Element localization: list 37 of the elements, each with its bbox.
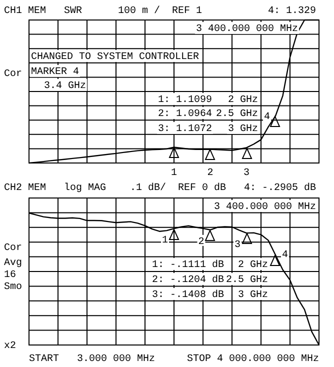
text: Smo <box>4 282 22 293</box>
text: 16 <box>4 270 16 281</box>
annotation: 2 <box>207 168 214 179</box>
annotation: 4 <box>282 250 288 261</box>
annotation: 3: 1.1072 <box>158 124 212 135</box>
text: Avg <box>4 258 22 269</box>
text: Cor <box>4 69 22 80</box>
annotation: 3.4 GHz <box>44 81 86 92</box>
text: 4: -.2905 dB <box>244 182 316 194</box>
annotation: 3: -.1408 dB <box>152 289 224 301</box>
annotation: 3 GHz <box>228 124 258 135</box>
annotation: 2: 1.0964 <box>158 109 212 120</box>
annotation: 2.5 GHz <box>216 109 258 120</box>
annotation: 2: -.1204 dB <box>152 274 224 286</box>
annotation: 2 GHz <box>228 95 258 106</box>
text: 4: 1.329 <box>268 6 316 17</box>
annotation: 1 <box>170 168 178 179</box>
annotation: 1 <box>162 236 168 247</box>
annotation: 3 <box>234 240 241 252</box>
annotation: 3 GHz <box>238 290 268 301</box>
chart-title: CH1 MEM SWR 100 m / REF 1 <box>4 5 202 17</box>
annotation: CHANGED TO SYSTEM CONTROLLER <box>31 52 200 63</box>
annotation: 3 400.000 000 MHz <box>214 202 316 213</box>
annotation: 2 GHz <box>238 260 268 271</box>
annotation: 1: -.1111 dB <box>152 259 224 271</box>
annotation: 2 <box>198 236 204 248</box>
annotation: 1: 1.1099 <box>158 95 212 106</box>
annotation: 4 <box>264 112 270 123</box>
text: START 3.000 000 MHz <box>29 354 156 365</box>
chart-title: CH2 MEM log MAG .1 dB/ REF 0 dB <box>4 182 226 194</box>
text: Cor <box>4 243 22 254</box>
annotation: MARKER 4 <box>31 67 80 78</box>
text: STOP 4 000.000 000 MHz <box>186 354 319 365</box>
annotation: 3 <box>243 168 250 179</box>
annotation: 3 400.000 000 MHz <box>196 24 298 35</box>
text: x2 <box>4 341 16 352</box>
annotation: 2.5 GHz <box>226 275 268 286</box>
